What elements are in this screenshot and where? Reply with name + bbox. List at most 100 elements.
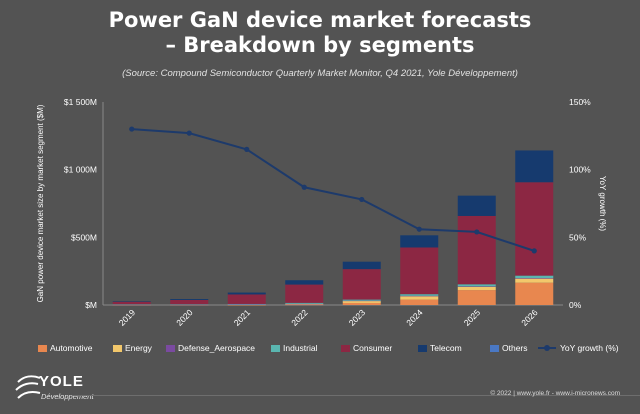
legend-swatch [38,344,47,352]
bar-segment-industrial [227,303,266,305]
bar-segment-automotive [285,304,324,306]
chart-title-line2: – Breakdown by segments [165,33,475,57]
logo-name: YOLE [39,373,84,390]
y2-tick-label: 100% [569,165,591,175]
yoy-growth-line [131,128,535,252]
bar-segment-industrial [285,302,324,304]
legend-label: YoY growth (%) [560,343,619,353]
legend-item-industrial: Industrial [271,343,318,353]
bar-segment-consumer [285,284,324,303]
bar-segment-consumer [515,182,554,276]
chart-legend: Automotive Energy Defense_Aerospace Industr… [38,343,619,357]
x-tick-label: 2021 [232,307,253,328]
chart-subtitle: (Source: Compound Semiconductor Quarterl… [122,68,518,79]
legend-item-yoy-growth: YoY growth (%) [538,343,619,353]
x-tick-label: 2020 [174,307,195,328]
y2-tick-label: 150% [569,97,591,107]
legend-swatch [166,344,175,352]
bar-segment-telecom [227,292,266,295]
bar-segment-defense-aerospace [285,303,324,305]
bar-segment-automotive [227,304,266,306]
yoy-growth-point [244,146,250,152]
yole-logo: YOLE Développement [14,372,104,410]
legend-swatch [341,344,350,352]
bar-segment-consumer [227,294,266,304]
legend-item-energy: Energy [113,343,152,353]
x-tick-label: 2023 [347,307,368,328]
footer-divider [72,395,640,396]
y2-tick-label: 50% [569,232,586,242]
legend-label: Consumer [353,343,393,353]
bar-segment-industrial [170,304,209,305]
y2-tick-label: 0% [569,300,582,310]
yoy-growth-point [186,130,192,136]
bar-segment-industrial [457,284,496,287]
yoy-growth-point [301,184,307,190]
bar-segment-industrial [515,275,554,279]
bar-segment-energy [285,304,324,305]
bar-segment-industrial [400,294,439,296]
x-tick-label: 2022 [289,307,310,328]
chart-title: Power GaN device market forecasts – Brea… [0,8,640,58]
bar-segment-telecom [457,195,496,216]
footer-copyright: © 2022 | www.yole.fr - www.i-micronews.c… [490,390,620,397]
y-tick-label: $M [85,300,97,310]
legend-label: Energy [125,343,152,353]
bar-segment-telecom [515,150,554,183]
bar-segment-automotive [515,282,554,305]
legend-label: Automotive [50,343,93,353]
bar-segment-telecom [170,299,209,300]
legend-label: Others [502,343,528,353]
bar-segment-consumer [457,215,496,285]
bar-segment-energy [457,286,496,291]
bar-segment-energy [515,278,554,283]
bar-segment-industrial [342,299,381,301]
legend-item-consumer: Consumer [341,343,392,353]
bar-segment-defense-aerospace [515,278,554,279]
bar-segment-telecom [400,235,439,248]
yoy-growth-point [129,126,135,132]
bar-segment-automotive [342,302,381,305]
bar-segment-energy [400,296,439,300]
legend-label: Defense_Aerospace [178,343,256,353]
y-tick-label: $500M [71,232,97,242]
bar-segment-consumer [342,269,381,300]
legend-item-others: Others [490,343,528,353]
yole-logo-mark-icon [15,375,41,399]
x-tick-label: 2025 [462,307,483,328]
bar-segment-telecom [342,261,381,270]
chart-title-line1: Power GaN device market forecasts [108,8,532,32]
legend-item-defense-aerospace: Defense_Aerospace [166,343,255,353]
y-axis-title: GaN power device market size by market s… [36,104,45,302]
yoy-growth-point [416,226,422,232]
legend-line-marker [538,344,556,352]
legend-item-automotive: Automotive [38,343,93,353]
bar-segment-consumer [170,299,209,305]
bar-segment-defense-aerospace [170,304,209,306]
y-tick-label: $1 500M [64,97,97,107]
logo-subtitle: Développement [41,392,94,401]
legend-swatch [113,344,122,352]
x-tick-label: 2019 [117,307,138,328]
bar-segment-consumer [112,301,151,305]
x-tick-label: 2024 [404,307,425,328]
bar-segment-energy [342,300,381,303]
legend-label: Industrial [283,343,318,353]
bar-segment-industrial [112,304,151,305]
x-tick-label: 2026 [519,307,540,328]
legend-item-telecom: Telecom [418,343,462,353]
bar-segment-defense-aerospace [457,286,496,287]
bar-segment-defense-aerospace [227,304,266,305]
bar-segment-defense-aerospace [112,304,151,306]
yoy-growth-point [531,248,537,254]
legend-swatch [271,344,280,352]
bar-segment-automotive [400,299,439,305]
bar-segment-telecom [112,301,151,302]
legend-swatch [490,344,499,352]
yoy-growth-point [474,229,480,235]
bar-segment-telecom [285,280,324,285]
yoy-growth-point [359,196,365,203]
y-tick-label: $1 000M [64,165,97,175]
bar-segment-defense-aerospace [400,295,439,297]
